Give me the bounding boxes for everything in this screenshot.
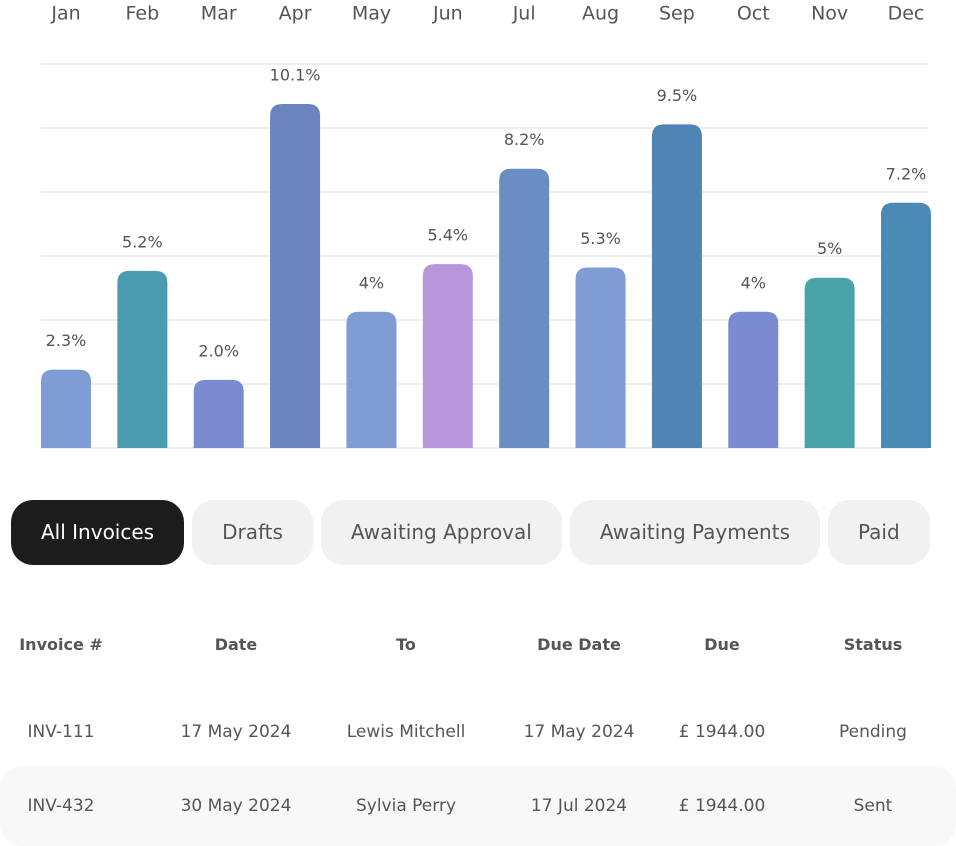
bar [728, 311, 779, 448]
value-label: 2.0% [198, 341, 239, 360]
header-cell: To [396, 634, 416, 654]
table-cell: £ 1944.00 [678, 722, 766, 742]
tab[interactable]: Awaiting Payments [569, 500, 820, 565]
bar [499, 168, 550, 448]
month-label: Dec [888, 3, 925, 25]
month-label: Jul [512, 3, 536, 25]
tab[interactable]: Drafts [192, 500, 313, 565]
bar [270, 104, 321, 448]
bar [193, 379, 244, 448]
month-label: Jan [50, 3, 80, 25]
tab[interactable]: All Invoices [11, 500, 185, 565]
bar [422, 264, 473, 448]
month-label: Feb [126, 3, 160, 25]
table-cell: 17 May 2024 [523, 722, 635, 742]
value-label: 4% [359, 273, 384, 292]
bar [881, 202, 931, 448]
value-label: 5.3% [580, 229, 621, 248]
table-header: Invoice # Date To Due Date Due Status [0, 600, 956, 688]
table-cell: 30 May 2024 [180, 796, 292, 816]
table-cell: £ 1944.00 [678, 796, 766, 816]
header-cell: Status [843, 634, 903, 654]
month-label: Mar [201, 3, 237, 25]
value-label: 2.3% [46, 331, 87, 350]
tab[interactable]: Paid [828, 500, 930, 565]
value-label: 5.2% [122, 232, 163, 251]
month-label: Aug [582, 3, 619, 25]
table-cell: Lewis Mitchell [346, 722, 466, 742]
header-cell: Due Date [537, 634, 621, 654]
bar [651, 124, 702, 449]
header-cell: Date [214, 634, 258, 654]
bar [804, 277, 855, 448]
table-cell: INV-111 [27, 722, 95, 742]
header-cell: Invoice # [19, 634, 103, 654]
month-label: Sep [659, 3, 695, 25]
month-label: Oct [737, 3, 770, 25]
invoice-table: Invoice # Date To Due Date Due Status INV-111 1… [0, 600, 956, 846]
bar [117, 270, 168, 448]
tab[interactable]: Awaiting Approval [320, 500, 562, 565]
table-cell: Sylvia Perry [355, 796, 457, 816]
value-label: 7.2% [886, 164, 927, 183]
month-label: May [352, 3, 391, 25]
header-cell: Due [704, 634, 740, 654]
month-label: Apr [279, 3, 312, 25]
value-label: 5.4% [427, 226, 468, 245]
bar [346, 311, 397, 448]
table-cell: 17 Jul 2024 [530, 796, 628, 816]
value-label: 8.2% [504, 130, 545, 149]
chart: Jan 2.3% Feb 5.2% Mar 2.0% Apr 10.1% May 4% Jun 5.4… [41, 3, 931, 449]
value-label: 9.5% [657, 86, 698, 105]
month-label: Nov [811, 3, 848, 25]
value-label: 4% [741, 273, 766, 292]
bar [41, 369, 91, 448]
table-cell: INV-432 [27, 796, 95, 816]
value-label: 10.1% [270, 66, 321, 85]
bar [575, 267, 626, 448]
table-cell: 17 May 2024 [180, 722, 292, 742]
table-cell: Pending [839, 722, 907, 742]
month-label: Jun [432, 3, 463, 25]
tab-bar: All Invoices Drafts Awaiting Approval Await… [11, 500, 930, 565]
table-cell: Sent [853, 796, 893, 816]
table-row[interactable]: INV-111 17 May 2024 Lewis Mitchell 17 May 2… [0, 688, 956, 776]
table-row[interactable]: INV-432 30 May 2024 Sylvia Perry 17 Jul 202… [0, 766, 956, 846]
value-label: 5% [817, 239, 842, 258]
